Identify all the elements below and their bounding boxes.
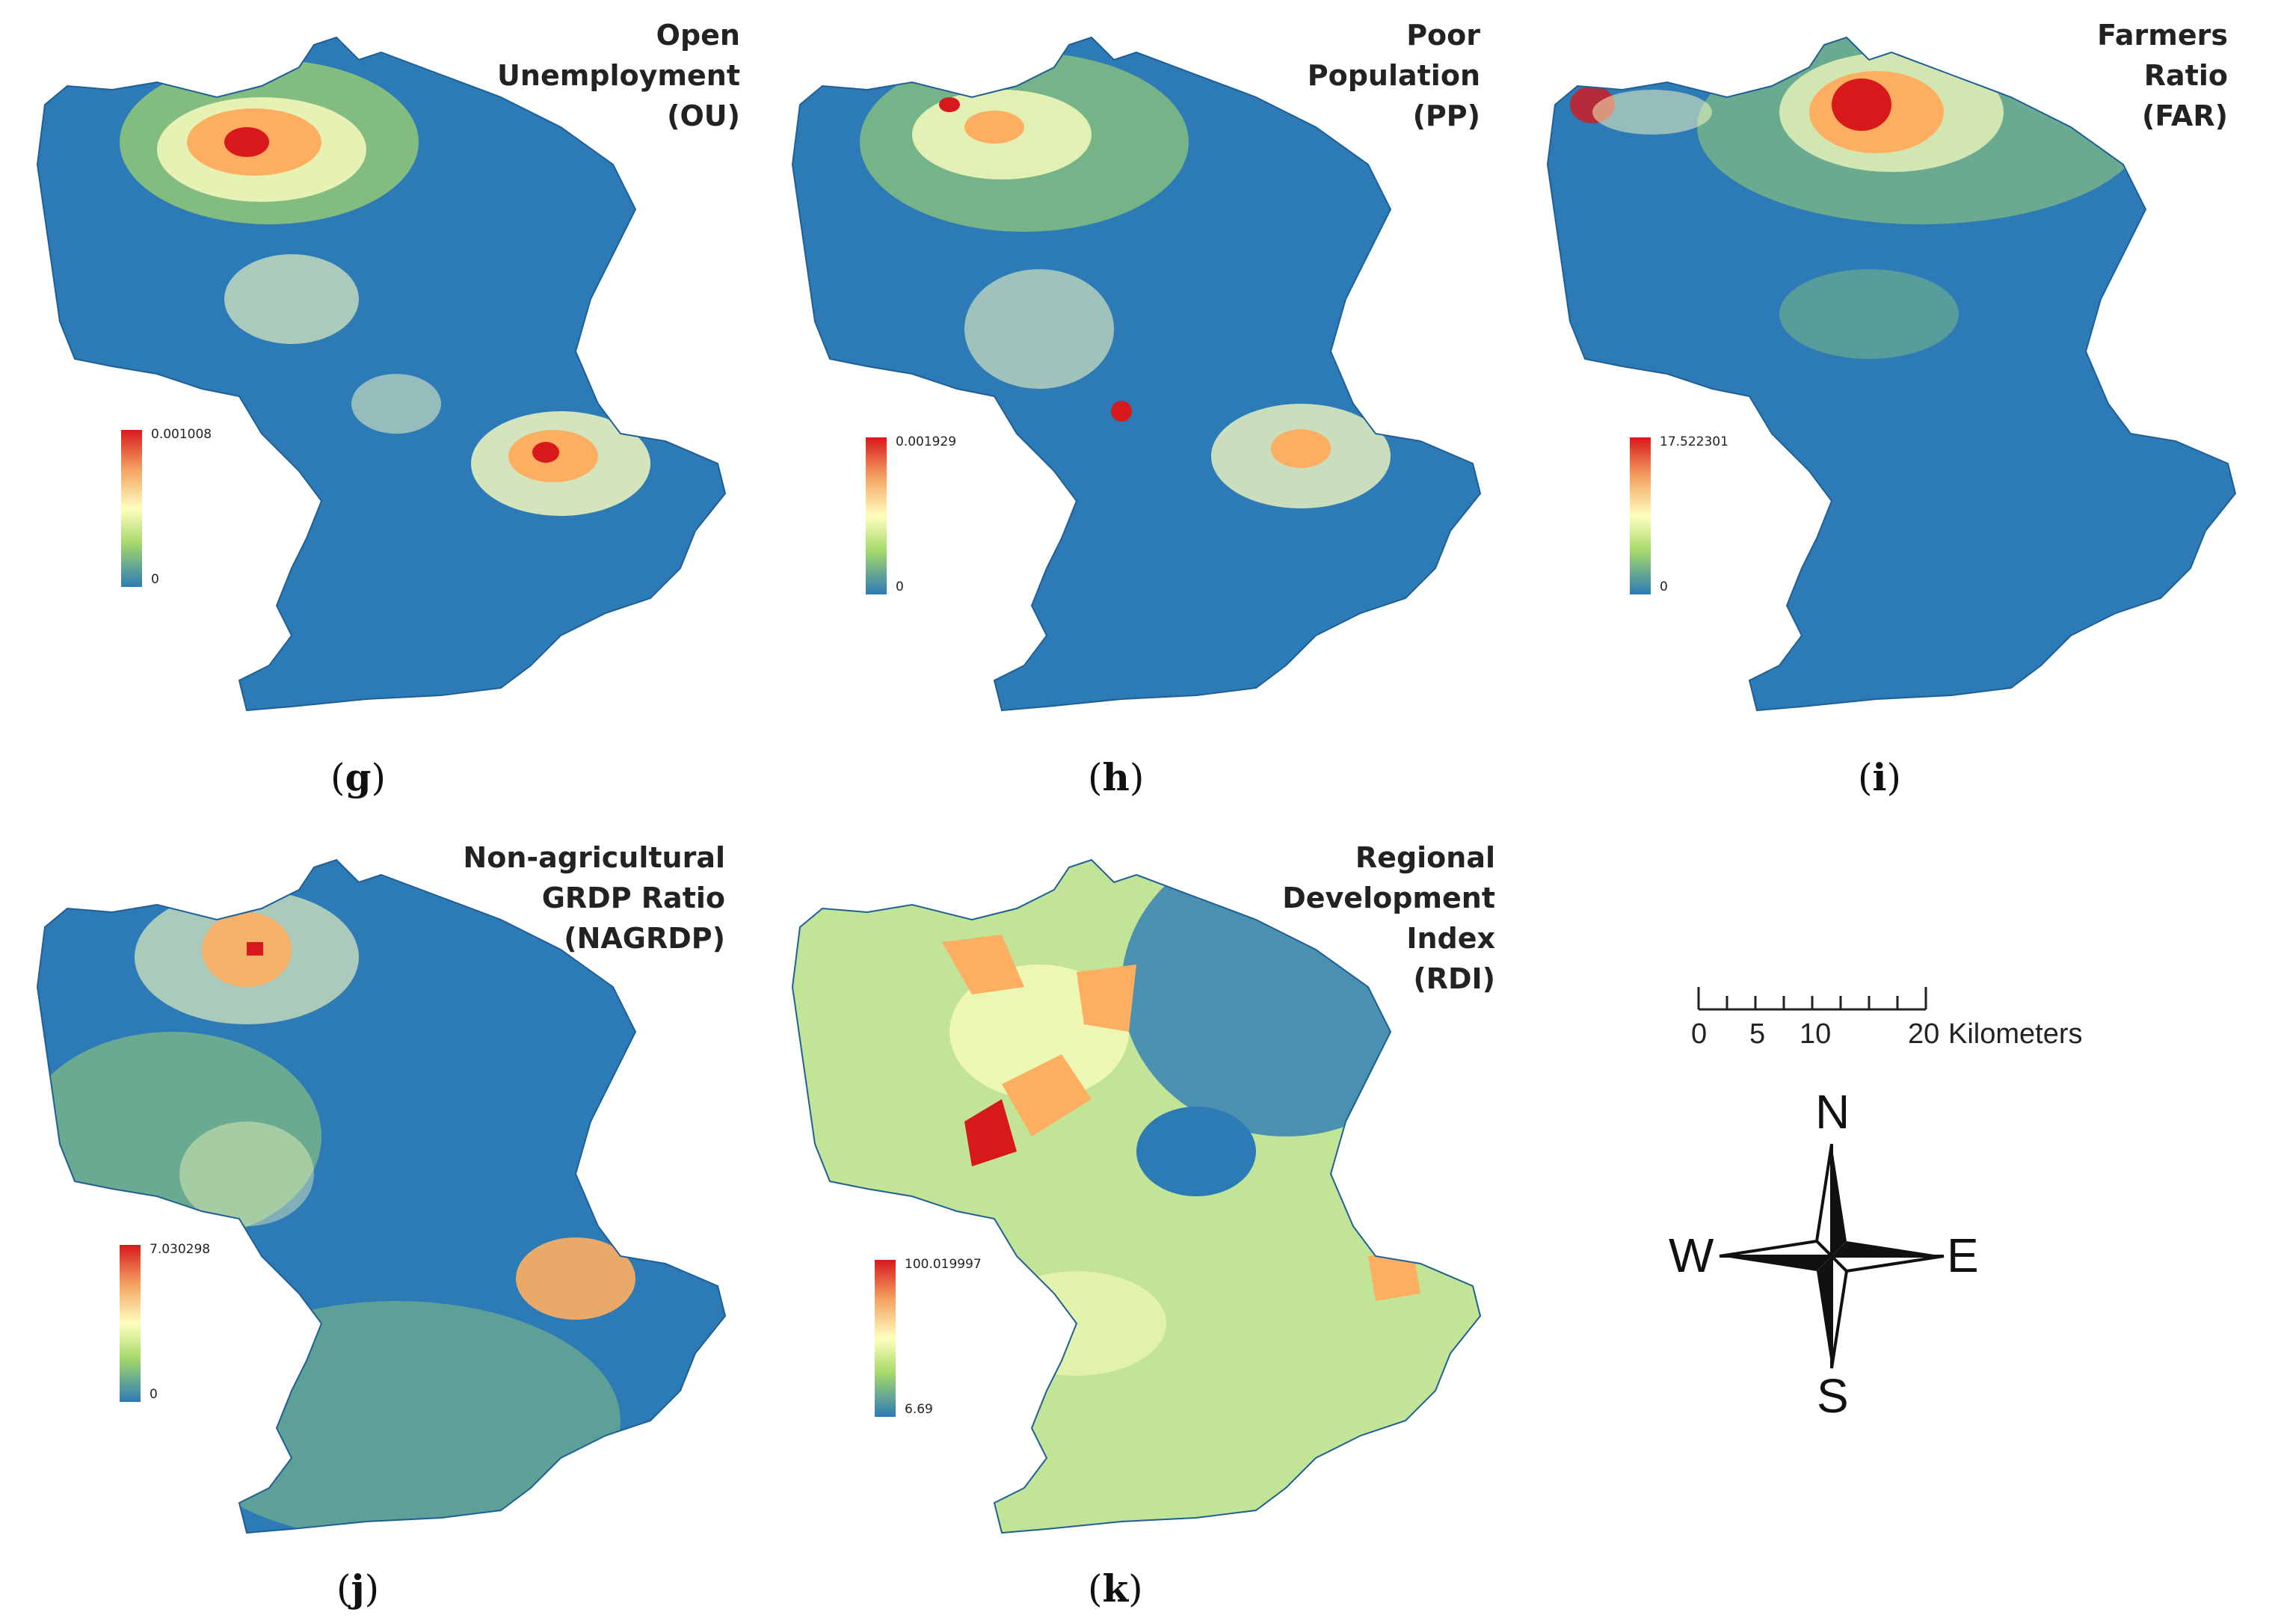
map-title-line: Unemployment (497, 59, 740, 92)
map-panel-pp: Poor Population (PP) 0.001929 0 (778, 15, 1495, 763)
map-pp (792, 37, 1481, 711)
map-panel-rdi: Regional Development Index (RDI) 100.019… (778, 837, 1495, 1585)
legend-max-value: 0.001008 (151, 427, 212, 442)
caption-h: (h) (1088, 755, 1145, 799)
map-title-line: Development (1282, 882, 1495, 914)
map-rdi-district-a (942, 935, 1024, 994)
map-nagrdp-hotspot-east (516, 1237, 635, 1320)
map-rdi-district-c (1002, 1054, 1092, 1137)
compass-north-label: N (1815, 1085, 1850, 1139)
legend-max-value: 7.030298 (150, 1242, 211, 1257)
legend-color-ramp (866, 437, 887, 594)
map-far-peak-north (1832, 79, 1891, 131)
map-panel-nagrdp: Non-agricultural GRDP Ratio (NAGRDP) 7.0… (22, 837, 740, 1585)
scale-label-10: 10 (1800, 1018, 1832, 1050)
caption-i: (i) (1858, 755, 1902, 799)
map-panel-ou: Open Unemployment (OU) 0.001008 0 (22, 15, 740, 763)
scale-bar-ticks (1697, 987, 1927, 1011)
map-pp-area-center (964, 269, 1114, 389)
legend-min-value: 0 (151, 572, 159, 587)
map-title-rdi: Regional Development Index (RDI) (1282, 837, 1495, 999)
legend-color-ramp (121, 430, 142, 587)
map-far-area-center (1779, 269, 1959, 359)
map-title-line: Open (656, 19, 740, 52)
map-title-line: Population (1307, 59, 1480, 92)
compass-east-label: E (1947, 1228, 1979, 1282)
map-title-line: Farmers (2097, 19, 2228, 52)
map-title-line: GRDP Ratio (541, 882, 725, 914)
legend-max-value: 17.522301 (1660, 434, 1728, 449)
north-arrow: N S W E (1669, 1085, 1989, 1423)
scale-bar: 0 5 10 20 Kilometers (1690, 979, 2083, 1069)
map-pp-peak-center (1111, 401, 1132, 422)
map-title-pp: Poor Population (PP) (1308, 15, 1480, 136)
map-title-line: (FAR) (2141, 99, 2228, 132)
map-nagrdp-peak-north (247, 942, 263, 956)
map-title-line: (OU) (667, 99, 740, 132)
legend-color-ramp (120, 1245, 141, 1402)
legend-min-value: 0 (150, 1387, 158, 1402)
scale-label-5: 5 (1749, 1018, 1766, 1050)
map-pp-hotspot-north (964, 111, 1024, 144)
legend-color-ramp (1630, 437, 1651, 594)
scale-label-unit: Kilometers (1948, 1018, 2083, 1050)
legend-max-value: 100.019997 (905, 1257, 982, 1272)
map-pp-hotspot-east (1271, 429, 1331, 468)
legend-min-value: 6.69 (905, 1402, 933, 1417)
map-title-line: Non-agricultural (463, 841, 725, 874)
map-panel-far: Farmers Ratio (FAR) 17.522301 0 (1533, 15, 2250, 763)
caption-k: (k) (1088, 1566, 1143, 1611)
map-ou (37, 37, 726, 711)
map-rdi-district-peak (964, 1099, 1017, 1166)
legend-min-value: 0 (1660, 579, 1668, 594)
map-title-nagrdp: Non-agricultural GRDP Ratio (NAGRDP) (463, 837, 725, 959)
scale-label-0: 0 (1691, 1018, 1708, 1050)
map-ou-peak-east (532, 442, 559, 463)
map-title-ou: Open Unemployment (OU) (497, 15, 740, 136)
map-title-line: Index (1406, 922, 1495, 955)
compass-south-label: S (1817, 1369, 1849, 1423)
map-title-line: (PP) (1412, 99, 1480, 132)
map-title-line: (RDI) (1413, 962, 1495, 995)
map-title-line: Ratio (2143, 59, 2228, 92)
scale-label-20: 20 (1908, 1018, 1940, 1050)
map-ou-area-mid (351, 374, 441, 434)
map-title-line: Regional (1355, 841, 1495, 874)
map-far-area-west (1592, 90, 1712, 135)
compass-west-label: W (1669, 1228, 1714, 1282)
map-nagrdp-area-center (179, 1122, 314, 1226)
map-title-line: Poor (1406, 19, 1480, 52)
map-ou-peak-north (224, 127, 269, 157)
map-title-far: Farmers Ratio (FAR) (2097, 15, 2228, 136)
map-nagrdp (37, 859, 726, 1534)
compass-rose-icon (1719, 1143, 1945, 1369)
map-far (1547, 37, 2236, 711)
map-rdi-district-b (1077, 965, 1136, 1032)
legend-min-value: 0 (896, 579, 904, 594)
legend-max-value: 0.001929 (896, 434, 957, 449)
map-rdi-area-low-center (1136, 1107, 1256, 1196)
map-rdi (792, 859, 1481, 1534)
map-ou-area-center (224, 254, 359, 344)
map-pp-peak-north (939, 97, 960, 112)
legend-color-ramp (875, 1260, 896, 1417)
map-title-line: (NAGRDP) (564, 922, 725, 955)
caption-j: (j) (336, 1566, 380, 1611)
caption-g: (g) (330, 755, 386, 799)
